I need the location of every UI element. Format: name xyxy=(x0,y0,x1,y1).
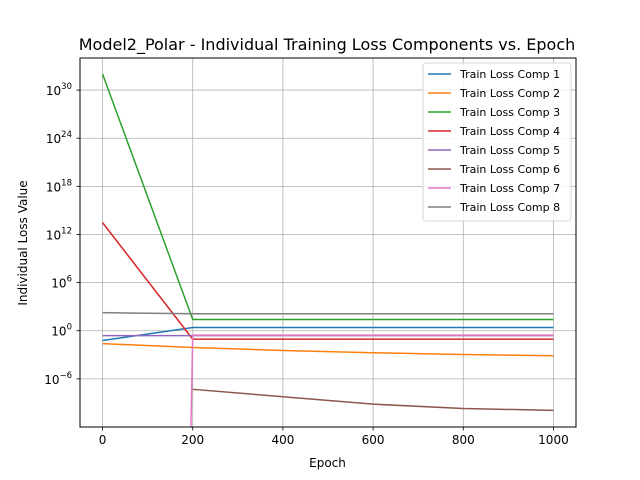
legend-box xyxy=(422,62,572,222)
legend-label-6: Train Loss Comp 6 xyxy=(459,163,560,176)
legend-label-5: Train Loss Comp 5 xyxy=(459,144,560,157)
series-lines xyxy=(101,73,554,427)
axis-ticks: 0 200 400 600 800 1000 10−6 100 106 1012 1018 1024 1… xyxy=(44,82,569,447)
x-tick-label: 1000 xyxy=(538,433,569,447)
series-line-8 xyxy=(102,311,554,315)
legend-label-8: Train Loss Comp 8 xyxy=(459,201,560,214)
y-tick-label: 100 xyxy=(51,323,72,339)
legend-label-3: Train Loss Comp 3 xyxy=(459,106,560,119)
series-line-3 xyxy=(101,73,554,321)
chart-title: Model2_Polar - Individual Training Loss … xyxy=(79,35,576,55)
legend-label-2: Train Loss Comp 2 xyxy=(459,87,560,100)
series-line-2 xyxy=(102,342,554,357)
x-tick-label: 0 xyxy=(99,433,107,447)
x-tick-label: 600 xyxy=(362,433,385,447)
y-axis-label: Individual Loss Value xyxy=(16,180,30,305)
legend-label-4: Train Loss Comp 4 xyxy=(459,125,560,138)
y-tick-label: 1024 xyxy=(46,130,72,146)
x-tick-label: 200 xyxy=(181,433,204,447)
x-axis-label: Epoch xyxy=(309,456,346,470)
x-tick-label: 800 xyxy=(452,433,475,447)
y-tick-label: 106 xyxy=(51,275,72,291)
y-tick-label: 1030 xyxy=(46,82,72,98)
series-line-6 xyxy=(192,388,554,412)
y-tick-label: 1012 xyxy=(46,226,72,242)
legend: Train Loss Comp 1 Train Loss Comp 2 Train … xyxy=(422,62,572,222)
legend-label-1: Train Loss Comp 1 xyxy=(459,68,560,81)
y-tick-label: 1018 xyxy=(46,178,72,194)
x-tick-label: 400 xyxy=(271,433,294,447)
plot-frame xyxy=(79,57,577,428)
series-line-4 xyxy=(101,222,554,340)
series-line-1 xyxy=(102,326,554,342)
y-tick-label: 10−6 xyxy=(44,371,72,387)
legend-label-7: Train Loss Comp 7 xyxy=(459,182,560,195)
series-line-7 xyxy=(190,334,554,427)
